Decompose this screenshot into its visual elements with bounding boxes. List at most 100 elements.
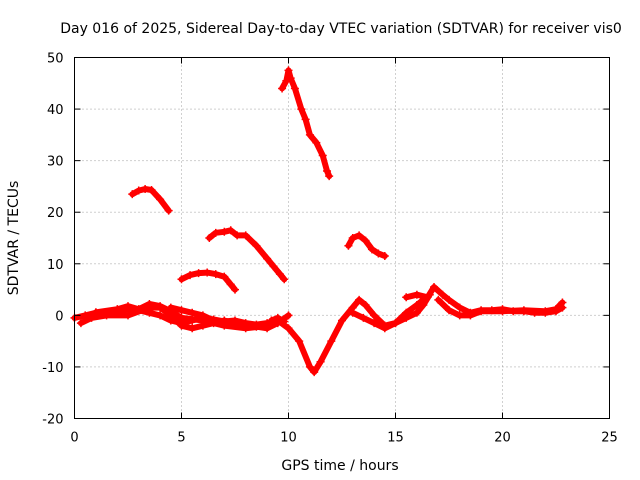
data-point-plus (370, 319, 379, 328)
chart-title: Day 016 of 2025, Sidereal Day-to-day VTE… (60, 21, 622, 37)
data-point-plus (466, 311, 475, 320)
data-point-plus (419, 301, 428, 310)
data-point-plus (203, 268, 212, 277)
data-point-plus (380, 324, 389, 333)
data-point-plus (323, 166, 332, 175)
data-point-plus (367, 245, 376, 254)
data-point-plus (284, 324, 293, 333)
data-point-plus (370, 311, 379, 320)
y-tick-label: 10 (47, 258, 64, 273)
data-point-plus (263, 321, 272, 330)
data-point-plus (91, 308, 100, 317)
data-point-plus (156, 311, 165, 320)
data-point-plus (327, 337, 336, 346)
data-point-plus (166, 303, 175, 312)
data-point-plus (113, 305, 122, 314)
data-point-plus (455, 303, 464, 312)
grid-lines (74, 57, 610, 419)
data-point-plus (263, 254, 272, 263)
data-point-plus (434, 295, 443, 304)
data-point-plus (338, 316, 346, 325)
y-tick-label: 0 (55, 309, 63, 324)
data-point-plus (141, 185, 150, 194)
data-point-plus (280, 317, 289, 326)
data-point-plus (325, 172, 334, 181)
x-tick-label: 25 (601, 431, 618, 446)
y-axis-label: SDTVAR / TECUs (6, 181, 22, 296)
data-point-plus (156, 195, 165, 204)
data-point-plus (541, 307, 550, 316)
data-point-plus (284, 311, 293, 320)
data-point-plus (177, 306, 186, 315)
data-point-plus (359, 313, 368, 322)
data-point-plus (348, 308, 357, 317)
data-point-plus (305, 362, 314, 371)
data-point-plus (423, 293, 432, 302)
x-tick-label: 5 (177, 431, 185, 446)
axis-ticks: 0 5 10 15 20 25 -20 -10 0 10 20 30 40 50 (42, 52, 618, 446)
x-axis-label: GPS time / hours (281, 458, 398, 474)
data-point-plus (267, 316, 276, 325)
data-point-plus (312, 138, 321, 147)
data-point-plus (188, 308, 197, 317)
data-point-plus (156, 302, 165, 311)
series-arc-peak-low (349, 291, 433, 332)
data-point-plus (412, 290, 421, 299)
data-point-plus (316, 357, 325, 366)
y-tick-label: 20 (47, 206, 64, 221)
x-tick-label: 0 (70, 431, 78, 446)
data-point-plus (231, 285, 239, 294)
data-point-plus (498, 307, 507, 316)
data-point-plus (355, 231, 364, 240)
y-tick-label: 30 (47, 155, 64, 170)
data-point-plus (241, 324, 250, 333)
data-point-plus (445, 295, 453, 304)
data-point-plus (186, 271, 195, 280)
data-point-plus (361, 236, 370, 245)
data-point-plus (269, 262, 278, 271)
data-point-plus (164, 206, 173, 215)
data-point-plus (348, 234, 357, 242)
data-point-plus (226, 280, 235, 289)
data-point-plus (220, 272, 229, 281)
data-point-plus (124, 302, 132, 311)
data-point-plus (280, 275, 289, 284)
series-arc-baseline-a (71, 296, 427, 376)
data-point-plus (241, 231, 250, 240)
y-tick-label: 40 (47, 103, 64, 118)
data-point-plus (252, 241, 261, 250)
data-point-plus (205, 234, 214, 242)
data-point-plus (177, 321, 186, 330)
data-point-plus (297, 105, 306, 114)
data-point-plus (226, 226, 235, 235)
data-point-plus (284, 66, 293, 75)
data-point-plus (87, 313, 96, 322)
data-point-plus (438, 290, 447, 299)
data-point-plus (305, 130, 314, 139)
data-point-plus (361, 301, 370, 310)
data-point-plus (380, 252, 389, 261)
data-series (70, 66, 567, 377)
data-point-plus (318, 151, 327, 160)
data-point-plus (220, 227, 229, 236)
data-point-plus (134, 305, 143, 314)
data-point-plus (402, 293, 411, 302)
data-point-plus (177, 275, 186, 284)
data-point-plus (310, 368, 319, 377)
x-tick-label: 15 (387, 431, 404, 446)
data-point-plus (445, 306, 453, 315)
data-point-plus (391, 319, 400, 328)
data-point-plus (188, 324, 197, 333)
data-point-plus (552, 305, 560, 314)
data-point-plus (211, 228, 220, 237)
data-point-plus (295, 337, 304, 346)
data-point-plus (128, 190, 137, 199)
data-point-plus (220, 321, 229, 330)
y-tick-label: 50 (47, 52, 64, 67)
series-arc-16 (206, 227, 288, 283)
data-point-plus (76, 319, 85, 328)
series-arc-late-b (435, 296, 566, 319)
data-point-plus (558, 298, 567, 307)
data-point-plus (124, 311, 132, 320)
